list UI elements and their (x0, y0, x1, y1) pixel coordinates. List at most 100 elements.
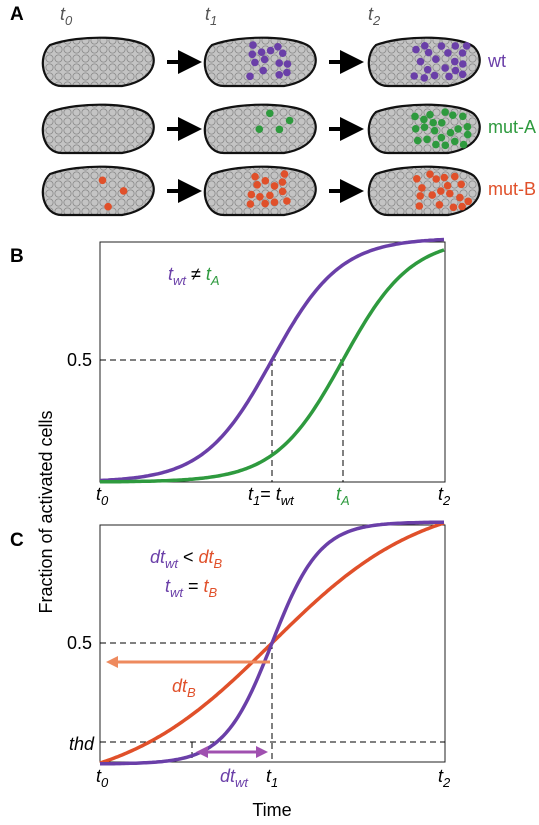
x-label: t1= twt (248, 484, 295, 508)
panel-label: C (10, 530, 24, 551)
activated-cell (457, 180, 466, 189)
activated-cell (420, 115, 428, 124)
activated-cell (416, 192, 425, 200)
activated-cell (283, 197, 291, 205)
activated-cell (275, 125, 284, 134)
activated-cell (266, 109, 274, 118)
activated-cell (261, 199, 269, 208)
row-label: wt (487, 51, 506, 71)
activated-cell (253, 181, 261, 189)
activated-cell (420, 74, 429, 82)
activated-cell (98, 176, 107, 185)
activated-cell (255, 125, 264, 133)
embryo (41, 103, 155, 155)
activated-cell (451, 57, 459, 66)
activated-cell (426, 170, 434, 178)
activated-cell (428, 191, 437, 199)
activated-cell (274, 43, 282, 51)
activated-cell (451, 66, 460, 75)
y-axis-label: Fraction of activated cells (36, 410, 56, 613)
activated-cell (246, 200, 255, 208)
activated-cell (462, 42, 471, 50)
activated-cell (247, 190, 256, 199)
activated-cell (437, 42, 446, 50)
activated-cell (246, 72, 254, 81)
x-label: t0 (96, 766, 109, 790)
activated-cell (423, 135, 431, 144)
x-axis-label: Time (252, 800, 291, 820)
dt-b-label: dtB (172, 676, 196, 700)
activated-cell (458, 70, 467, 79)
embryos (41, 36, 481, 217)
activated-cell (459, 60, 467, 68)
mut-a-curve (100, 248, 445, 484)
activated-cell (430, 71, 439, 80)
wt-curve (99, 237, 445, 483)
activated-cell (456, 193, 464, 202)
activated-cell (411, 125, 420, 133)
activated-cell (432, 55, 440, 63)
activated-cell (441, 141, 450, 150)
activated-cell (410, 72, 419, 80)
activated-cell (429, 118, 438, 127)
activated-cell (251, 172, 259, 181)
activated-cell (437, 133, 446, 142)
activated-cell (444, 49, 452, 57)
time-label: t0 (60, 4, 73, 28)
activated-cell (435, 201, 444, 209)
activated-cell (260, 55, 269, 64)
embryo (203, 165, 317, 217)
annotation: twt = tB (165, 576, 218, 600)
activated-cell (458, 202, 466, 211)
activated-cell (418, 184, 426, 192)
activated-cell (463, 130, 472, 139)
activated-cell (283, 68, 291, 77)
activated-cell (280, 170, 289, 178)
activated-cell (278, 187, 287, 196)
activated-cell (426, 110, 434, 119)
activated-cell (266, 191, 274, 200)
activated-cell (446, 189, 454, 198)
activated-cell (104, 202, 112, 211)
activated-cell (463, 123, 472, 131)
activated-cell (257, 48, 266, 56)
guide-lines (100, 642, 445, 762)
activated-cell (449, 111, 457, 119)
activated-cell (459, 112, 467, 121)
activated-cell (432, 140, 440, 149)
activated-cell (278, 178, 287, 186)
activated-cell (278, 49, 287, 57)
activated-cell (275, 59, 284, 67)
threshold-label: thd (69, 734, 95, 754)
activated-cell (251, 58, 259, 67)
activated-cell (446, 128, 455, 137)
time-label: t1 (205, 4, 217, 28)
activated-cell (443, 181, 452, 190)
embryo (367, 36, 481, 88)
embryo (203, 36, 317, 88)
activated-cell (413, 175, 421, 183)
activated-cell (259, 66, 268, 75)
y-tick-label: 0.5 (67, 350, 92, 370)
x-label: t1 (266, 766, 278, 790)
activated-cell (432, 175, 441, 183)
activated-cell (458, 49, 467, 57)
activated-cell (441, 108, 449, 116)
activated-cell (464, 197, 473, 206)
dt-wt-label: dtwt (220, 766, 249, 790)
activated-cell (119, 187, 128, 195)
activated-cell (261, 177, 270, 185)
activated-cell (270, 182, 279, 190)
time-label: t2 (368, 4, 381, 28)
activated-cell (445, 72, 453, 81)
activated-cell (285, 116, 294, 125)
activated-cell (424, 48, 433, 57)
wt-curve (100, 520, 444, 766)
activated-cell (275, 71, 284, 79)
activated-cell (459, 140, 468, 149)
activated-cell (423, 65, 432, 74)
activated-cell (415, 202, 424, 210)
activated-cell (438, 119, 446, 127)
activated-cell (451, 42, 460, 50)
